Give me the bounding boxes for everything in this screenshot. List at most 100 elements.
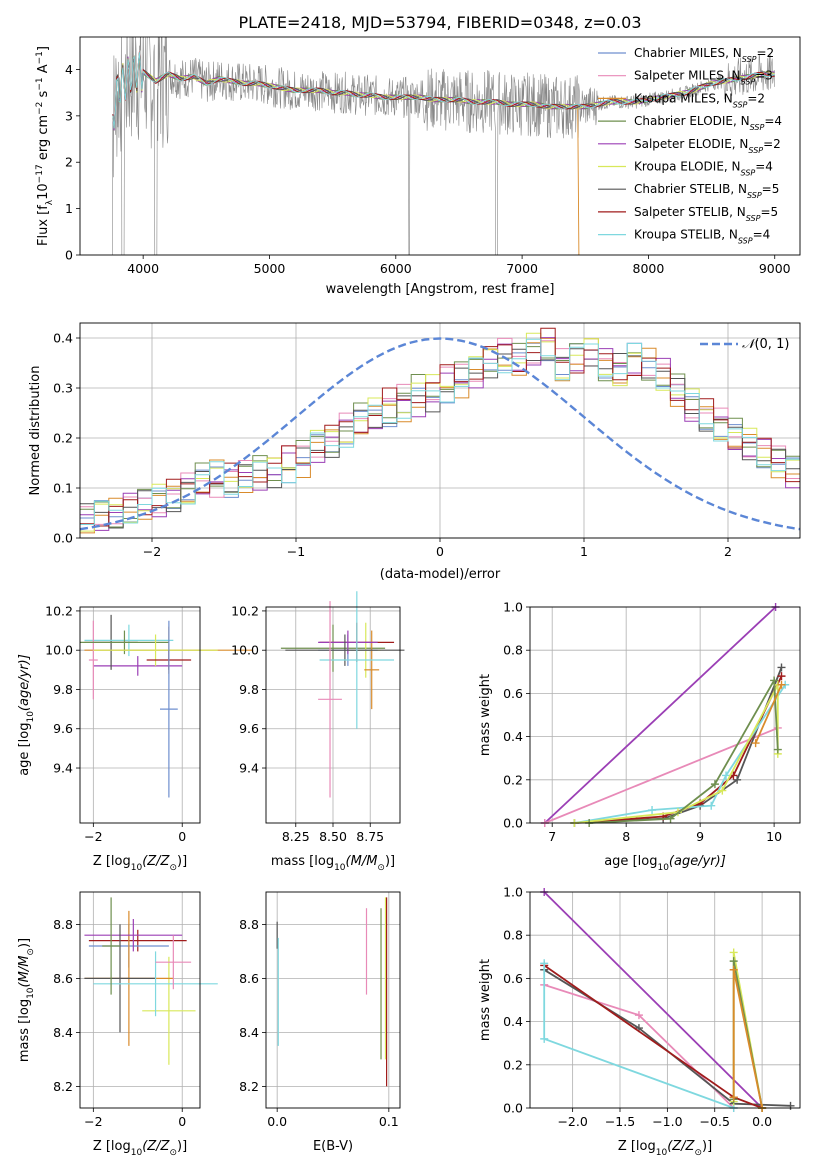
tick-label-x: −1.5: [605, 1114, 635, 1129]
legend-entry-part: N: [741, 114, 750, 128]
mass-weight-marker: [729, 948, 738, 957]
axis-label-part: ⊙: [694, 1148, 702, 1158]
mass-weight-marker: [777, 680, 786, 689]
tick-label-y: 1.0: [503, 885, 523, 900]
legend-entry-part: Salpeter MILES,: [634, 69, 732, 83]
panel-age_vs_mass: 8.25 8.50 8.75 9.4 9.6 9.8 10.0 10.2 mass [log10…: [231, 591, 405, 873]
axis-label: age [log10(age/yr)]: [17, 654, 36, 776]
mass-weight-marker: [751, 739, 760, 748]
tick-label-y: 10.0: [45, 643, 73, 658]
mass-weight-marker: [722, 771, 731, 780]
tick-label-y: 8.4: [53, 1025, 73, 1040]
legend-entry-part: N: [724, 91, 733, 105]
axis-label-part: )]: [177, 854, 187, 869]
mass-weight-line: [544, 606, 777, 824]
tick-label-x: 0: [436, 544, 444, 559]
legend-entry-part: =2: [763, 137, 781, 151]
spectrum-model-line: [112, 51, 775, 127]
legend-entry-part: =5: [762, 182, 780, 196]
axis-label-part: −2: [35, 102, 45, 115]
legend-entry-part: Kroupa ELODIE,: [634, 160, 732, 174]
axis-label-part: (age/yr)]: [17, 654, 32, 711]
legend-entry-part: N: [738, 182, 747, 196]
axis-label-part: mass [log: [271, 854, 334, 869]
tick-label-x: 0: [178, 1114, 186, 1129]
tick-label-x: −0.5: [700, 1114, 730, 1129]
axis-label-part: ]: [36, 46, 51, 51]
tick-label-y: 8.6: [53, 971, 73, 986]
tick-label-x: 5000: [254, 261, 286, 276]
axis-label: mass [log10(M/M⊙)]: [17, 938, 36, 1062]
tick-label-y: 8.2: [53, 1079, 73, 1094]
legend-entry: Chabrier STELIB, NSSP=5: [634, 182, 779, 200]
axis-label-part: 10: [334, 863, 346, 873]
tick-label-x: 1: [580, 544, 588, 559]
mass-weight-line: [574, 684, 786, 824]
axis-label-part: (Z/Z: [142, 1139, 170, 1154]
mass-weight-marker: [729, 957, 738, 966]
axis-label-part: )]: [17, 938, 32, 948]
legend-entry-part: =3: [755, 69, 773, 83]
axis-label-part: 10: [26, 987, 36, 999]
tick-label-y: 0.6: [503, 686, 523, 701]
legend-entry: Salpeter ELODIE, NSSP=2: [634, 137, 781, 155]
tick-label-y: 9.4: [53, 761, 73, 776]
tick-label-y: 0.6: [503, 971, 523, 986]
tick-label-y: 0.0: [53, 531, 73, 546]
histogram-series: [80, 338, 800, 525]
tick-label-y: 1.0: [503, 600, 523, 615]
axes-frame: [79, 322, 801, 539]
tick-label-x: 7000: [506, 261, 538, 276]
axis-label-part: )]: [385, 854, 395, 869]
tick-label-x: 0.0: [267, 1114, 287, 1129]
tick-label-y: 0.0: [503, 816, 523, 831]
axes-frame: [79, 606, 201, 824]
axis-label-part: Z [log: [93, 1139, 131, 1154]
tick-label-y: 0.2: [503, 772, 523, 787]
tick-label-y: 8.2: [239, 1079, 259, 1094]
axis-label-part: erg cm: [36, 115, 51, 164]
axis-label-part: (M/M: [346, 854, 378, 869]
tick-label-y: 9.8: [53, 682, 73, 697]
legend-entry-part: SSP: [747, 191, 762, 200]
legend-entry-part: =2: [747, 91, 765, 105]
legend-entry-part: SSP: [748, 145, 763, 154]
axis-label-part: (Z/Z: [667, 1139, 695, 1154]
spectrum-model-line: [112, 55, 775, 129]
axis-label-part: A: [36, 64, 51, 77]
axis-label-part: s: [36, 90, 51, 101]
tick-label-y: 0.2: [503, 1057, 523, 1072]
tick-label-y: 0.8: [503, 928, 523, 943]
legend-entry-part: Chabrier MILES,: [634, 46, 733, 60]
tick-label-x: −2: [84, 1114, 102, 1129]
axis-label-part: E(B-V): [313, 1139, 353, 1154]
axis-label-part: age [log: [604, 854, 657, 869]
tick-label-x: 4000: [127, 261, 159, 276]
spectrum-model-line: [112, 52, 775, 129]
mass-weight-marker: [777, 672, 786, 681]
axis-label-part: ⊙: [26, 948, 36, 956]
axis-label-part: −17: [35, 164, 45, 183]
axis-label-y: Normed distribution: [28, 366, 43, 496]
legend-entry-part: Salpeter STELIB,: [634, 205, 737, 219]
mass-weight-line: [543, 891, 763, 1109]
legend-entry-part: Kroupa STELIB,: [634, 228, 729, 242]
tick-label-y: 2: [65, 155, 73, 170]
tick-label-y: 0.4: [503, 1014, 523, 1029]
mass-weight-line: [574, 667, 783, 824]
spectrum-lines: [112, 37, 775, 255]
axis-label-part: ⊙: [377, 863, 385, 873]
axis-label-part: 10: [26, 711, 36, 723]
axes-frame: [79, 891, 201, 1109]
panel-residuals: −2 −1 0 1 2 0.0 0.1 0.2 0.3 0.4 (data-model)/error…: [28, 322, 801, 582]
legend-entry: Chabrier MILES, NSSP=2: [634, 46, 774, 64]
axis-label-part: mass [log: [17, 999, 32, 1062]
mass-weight-marker: [786, 1101, 795, 1110]
mass-weight-line: [544, 727, 779, 824]
tick-label-y: 0.8: [503, 643, 523, 658]
legend-entry-part: N: [732, 160, 741, 174]
axis-label-part: 10: [656, 1148, 668, 1158]
axis-label-y: mass weight: [478, 959, 493, 1041]
normal-curve: [79, 337, 801, 531]
